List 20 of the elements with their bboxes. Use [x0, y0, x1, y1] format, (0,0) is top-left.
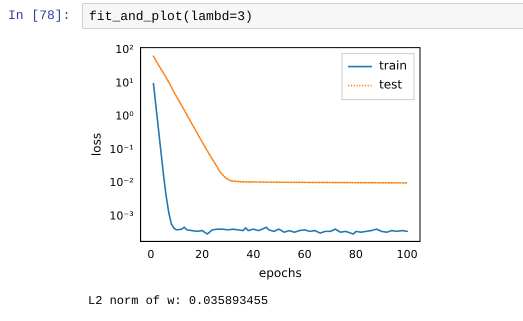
- text: fit_and_plot(lambd=3): [82, 3, 523, 29]
- y-tick-label: 10¹: [115, 76, 134, 90]
- legend-label: test: [379, 78, 402, 92]
- x-tick-label: 20: [195, 248, 210, 261]
- y-tick-label: 10²: [115, 43, 134, 56]
- x-axis-title: epochs: [258, 266, 302, 280]
- y-tick-label: 10⁻¹: [109, 142, 134, 156]
- line-series: [152, 55, 408, 184]
- text: L2 norm of w: 0.035893455: [88, 294, 268, 308]
- y-tick-label: 10⁻²: [109, 176, 134, 190]
- x-tick-label: 100: [396, 248, 418, 261]
- x-tick-label: 80: [348, 248, 363, 261]
- y-tick-label: 10⁻³: [109, 209, 134, 222]
- y-tick-label: 10⁰: [115, 110, 134, 123]
- text: In [78]:: [8, 8, 70, 23]
- x-tick-label: 60: [298, 248, 312, 261]
- legend-label: train: [379, 58, 408, 73]
- y-axis-title: loss: [89, 132, 104, 156]
- x-tick-label: 40: [246, 248, 260, 261]
- x-tick-label: 0: [147, 248, 154, 261]
